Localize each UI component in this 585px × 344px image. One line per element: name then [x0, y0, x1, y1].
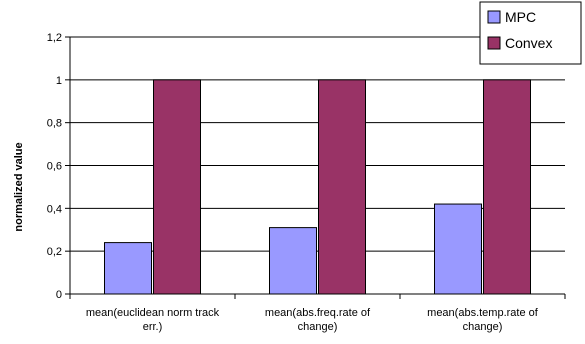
y-axis-title: normalized value: [13, 142, 25, 231]
legend: MPC Convex: [479, 1, 582, 65]
legend-swatch-mpc: [487, 10, 501, 24]
x-tick-label: mean(abs.temp.rate of: [427, 307, 539, 319]
bar-mpc: [434, 203, 482, 295]
bar-convex: [153, 79, 201, 295]
bar-convex: [483, 79, 531, 295]
x-tick-label: err.): [143, 321, 163, 333]
legend-swatch-convex: [487, 36, 501, 50]
x-tick-label: mean(abs.freq.rate of: [265, 307, 371, 319]
bar-convex: [318, 79, 366, 295]
bars: [104, 79, 531, 295]
x-tick-label: change): [463, 321, 503, 333]
bar-mpc: [104, 242, 152, 295]
x-tick-label: change): [298, 321, 338, 333]
y-tick-label: 0,2: [47, 246, 62, 258]
gridlines: [70, 36, 565, 252]
x-tick-labels: mean(euclidean norm track err.) mean(abs.f…: [86, 307, 539, 333]
legend-box: [479, 1, 582, 65]
y-tick-label: 0,4: [47, 203, 62, 215]
y-tick-label: 0,8: [47, 118, 62, 130]
y-tick-labels: 0 0,2 0,4 0,6 0,8 1 1,2: [47, 32, 62, 301]
legend-label-mpc: MPC: [505, 9, 536, 25]
y-tick-label: 1,2: [47, 32, 62, 44]
axes: [65, 36, 566, 299]
y-tick-label: 1: [56, 75, 62, 87]
legend-label-convex: Convex: [505, 35, 552, 51]
y-tick-label: 0: [56, 289, 62, 301]
bar-mpc: [269, 227, 317, 295]
y-tick-label: 0,6: [47, 161, 62, 173]
x-tick-label: mean(euclidean norm track: [86, 307, 220, 319]
